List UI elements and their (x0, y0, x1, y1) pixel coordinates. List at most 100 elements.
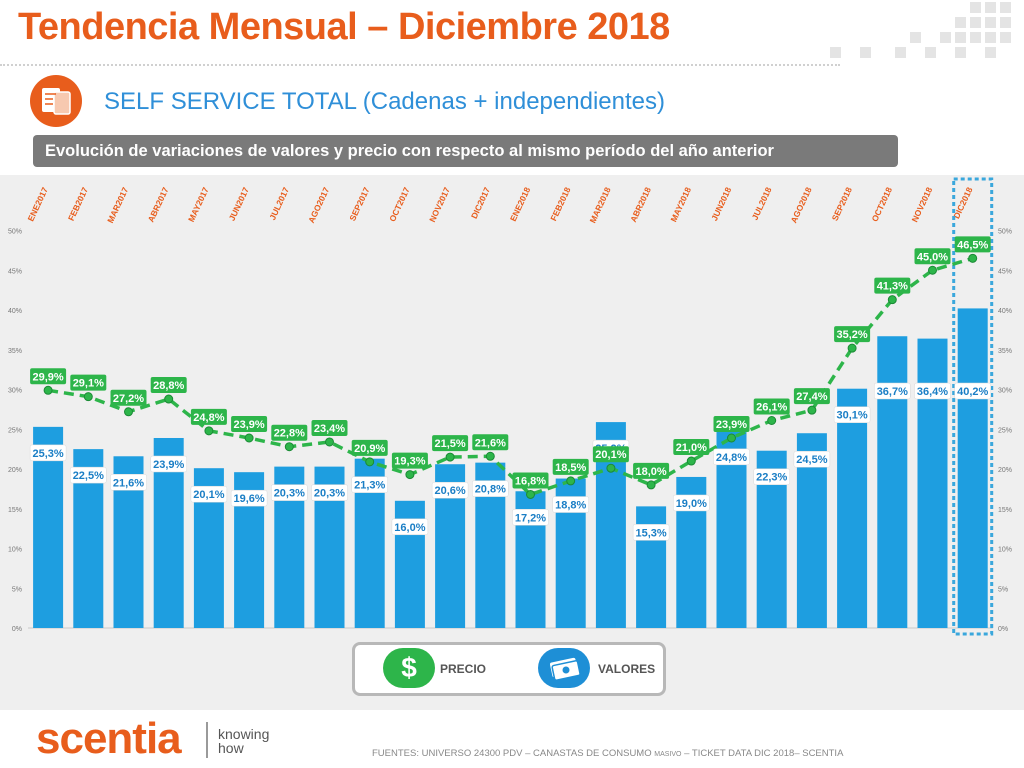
bar-label: 15,3% (635, 527, 666, 539)
bar-label-bg (230, 489, 268, 507)
precio-label-bg (592, 446, 629, 463)
scentia-logo: scentia (36, 714, 182, 763)
x-tick-label: AGO2018 (788, 185, 813, 224)
precio-point (204, 426, 214, 436)
y-tick-left: 45% (8, 268, 22, 275)
precio-label-bg (633, 462, 670, 479)
precio-label: 27,4% (796, 391, 827, 403)
precio-point (807, 405, 817, 415)
precio-label: 29,9% (32, 371, 63, 383)
x-tick-label: SEP2018 (830, 185, 854, 222)
y-tick-left: 15% (8, 507, 22, 514)
x-tick-label: ABR2018 (628, 185, 653, 223)
bar-label: 22,3% (756, 472, 787, 484)
precio-label: 24,8% (193, 412, 224, 424)
y-tick-right: 0% (998, 626, 1008, 633)
precio-label: 29,1% (73, 378, 104, 390)
precio-label-bg (231, 415, 268, 432)
y-tick-left: 25% (8, 427, 22, 434)
precio-point (727, 433, 736, 443)
precio-label-bg (150, 377, 187, 394)
bar-label: 21,3% (354, 480, 385, 492)
y-tick-right: 45% (998, 268, 1012, 275)
precio-point (164, 394, 174, 404)
bar-label: 23,9% (153, 459, 184, 471)
precio-label: 21,0% (676, 442, 707, 454)
footer-small: MASIVO (654, 751, 682, 758)
decorative-squares (830, 2, 1011, 58)
y-tick-left: 35% (8, 348, 22, 355)
bar-label-bg (150, 455, 187, 473)
x-tick-label: ENE2017 (25, 185, 50, 222)
precio-point (968, 253, 978, 263)
precio-point (928, 265, 937, 275)
bar-label-bg (874, 382, 911, 400)
bar-label: 21,6% (113, 477, 144, 489)
precio-label-bg (713, 415, 750, 432)
x-tick-label: MAY2018 (668, 185, 693, 223)
bar-label-bg (954, 382, 991, 400)
bar-label: 36,7% (877, 386, 908, 398)
y-tick-right: 40% (998, 308, 1012, 315)
y-tick-right: 20% (998, 467, 1012, 474)
chart-description-banner: Evolución de variaciones de valores y pr… (33, 135, 898, 167)
bar-label: 40,2% (957, 386, 988, 398)
precio-label: 27,2% (113, 393, 144, 405)
bar-label-bg (431, 481, 469, 499)
precio-label: 18,0% (635, 466, 666, 478)
bar-label: 24,5% (796, 454, 827, 466)
x-tick-label: JUN2018 (709, 185, 733, 222)
bar-valores (877, 336, 908, 628)
x-tick-label: AGO2017 (306, 185, 331, 224)
precio-point (405, 470, 415, 480)
precio-label-bg (190, 408, 227, 425)
precio-label: 16,8% (515, 475, 546, 487)
precio-point (365, 457, 375, 467)
bar-label-bg (914, 382, 951, 400)
x-tick-label: NOV2018 (909, 185, 934, 223)
precio-label-bg (70, 374, 107, 391)
precio-label-bg (432, 435, 469, 452)
y-tick-right: 5% (998, 586, 1008, 593)
x-tick-label: ABR2017 (146, 185, 171, 223)
precio-label: 20,1% (595, 449, 626, 461)
bar-label: 20,3% (314, 488, 345, 500)
bar-label-bg (190, 485, 228, 503)
bar-label: 19,0% (676, 498, 707, 510)
logo-divider (206, 722, 208, 758)
bar-label: 20,1% (193, 489, 224, 501)
y-tick-left: 5% (12, 586, 22, 593)
sources-footer: FUENTES: UNIVERSO 24300 PDV – CANASTAS D… (372, 748, 843, 759)
bar-label: 36,4% (917, 386, 948, 398)
y-tick-left: 40% (8, 308, 22, 315)
precio-label-bg (914, 248, 951, 265)
precio-label-bg (311, 419, 348, 436)
bar-label: 25,3% (32, 448, 63, 460)
y-tick-right: 35% (998, 348, 1012, 355)
section-subtitle: SELF SERVICE TOTAL (Cadenas + independie… (104, 88, 665, 115)
y-tick-left: 0% (12, 626, 22, 633)
bar-label-bg (391, 518, 429, 536)
x-tick-label: MAY2017 (186, 185, 211, 223)
precio-label-bg (472, 434, 509, 451)
bar-label: 19,6% (233, 493, 264, 505)
bar-label: 16,0% (394, 522, 425, 534)
precio-point (606, 463, 616, 473)
tagline-line-2: how (218, 740, 244, 756)
precio-point (887, 295, 897, 305)
precio-label: 21,6% (475, 437, 506, 449)
precio-point (526, 489, 535, 499)
precio-point (284, 442, 294, 452)
highlight-box (952, 177, 994, 636)
precio-point (124, 407, 133, 417)
bar-label-bg (110, 474, 147, 491)
x-tick-label: OCT2017 (387, 185, 412, 223)
precio-label-bg (271, 424, 308, 441)
receipt-icon (30, 75, 82, 127)
precio-label: 23,9% (716, 419, 747, 431)
precio-label: 19,3% (394, 456, 425, 468)
precio-label: 45,0% (917, 251, 948, 263)
precio-label: 21,5% (434, 438, 465, 450)
precio-label: 26,1% (756, 402, 787, 414)
x-tick-label: DIC2017 (469, 185, 492, 220)
